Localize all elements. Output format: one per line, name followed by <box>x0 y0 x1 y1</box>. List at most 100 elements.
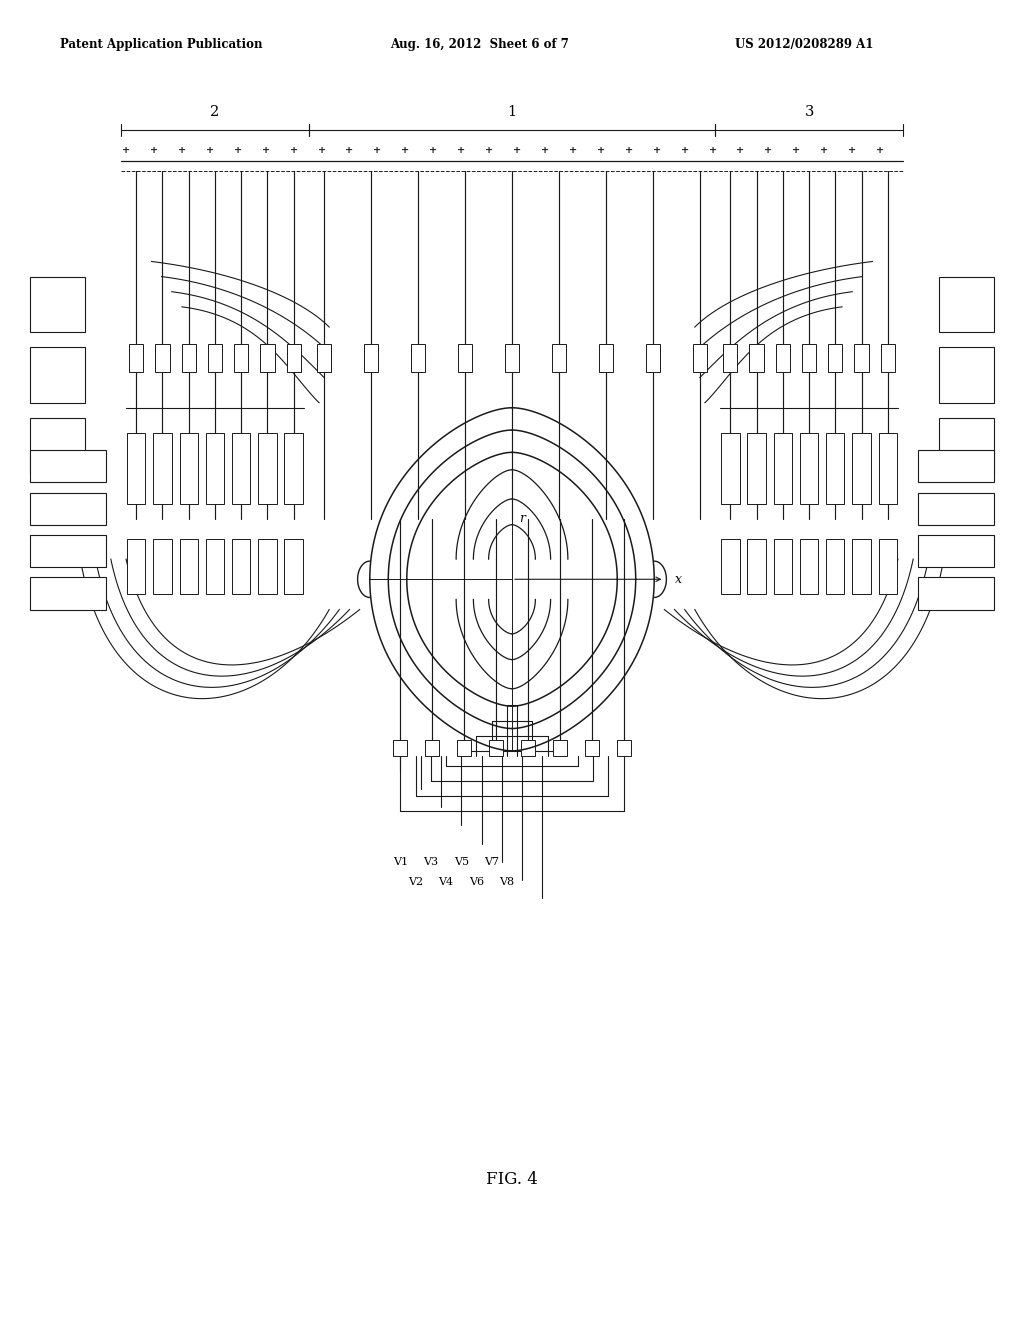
Text: +: + <box>848 147 856 154</box>
Text: +: + <box>317 147 326 154</box>
Bar <box>774 433 792 504</box>
Bar <box>616 739 631 756</box>
Bar <box>411 345 425 372</box>
Text: +: + <box>122 147 130 154</box>
Text: +: + <box>457 147 465 154</box>
Bar <box>393 739 408 756</box>
Text: +: + <box>793 147 801 154</box>
Bar <box>258 539 276 594</box>
Bar <box>30 347 85 403</box>
Bar <box>30 418 85 474</box>
Text: V3: V3 <box>423 857 438 867</box>
Bar <box>774 539 792 594</box>
Bar <box>488 739 503 756</box>
Text: V5: V5 <box>454 857 469 867</box>
Bar <box>505 345 519 372</box>
Text: US 2012/0208289 A1: US 2012/0208289 A1 <box>735 38 873 51</box>
Text: +: + <box>709 147 717 154</box>
Bar <box>457 739 471 756</box>
Bar <box>854 345 868 372</box>
Bar <box>234 345 248 372</box>
Text: +: + <box>597 147 605 154</box>
Bar <box>919 492 994 525</box>
Bar <box>826 433 845 504</box>
Bar <box>156 345 170 372</box>
Text: +: + <box>429 147 437 154</box>
Bar <box>552 345 566 372</box>
Bar <box>693 345 707 372</box>
Bar <box>879 539 897 594</box>
Bar <box>154 539 172 594</box>
Text: V7: V7 <box>484 857 499 867</box>
Bar <box>881 345 895 372</box>
Text: +: + <box>401 147 410 154</box>
Bar <box>206 539 224 594</box>
Bar <box>585 739 599 756</box>
Bar <box>919 577 994 610</box>
Bar <box>208 345 222 372</box>
Bar <box>129 345 143 372</box>
Text: +: + <box>569 147 577 154</box>
Bar <box>206 433 224 504</box>
Text: +: + <box>262 147 269 154</box>
Text: +: + <box>877 147 885 154</box>
Text: +: + <box>178 147 186 154</box>
Bar <box>800 539 818 594</box>
Bar <box>285 539 303 594</box>
Bar <box>748 539 766 594</box>
Bar <box>260 345 274 372</box>
Text: 2: 2 <box>210 106 219 119</box>
Bar <box>127 539 145 594</box>
Text: Patent Application Publication: Patent Application Publication <box>60 38 262 51</box>
Bar <box>800 433 818 504</box>
Bar <box>425 739 439 756</box>
Text: +: + <box>736 147 744 154</box>
Bar <box>852 539 870 594</box>
Bar <box>879 433 897 504</box>
Bar <box>287 345 301 372</box>
Bar <box>919 450 994 482</box>
Text: +: + <box>764 147 772 154</box>
Text: V8: V8 <box>500 876 514 887</box>
Bar <box>939 277 994 333</box>
Bar <box>232 539 250 594</box>
Text: +: + <box>374 147 382 154</box>
Bar <box>802 345 816 372</box>
Bar <box>828 345 843 372</box>
Bar <box>458 345 472 372</box>
Text: +: + <box>652 147 660 154</box>
Bar <box>939 418 994 474</box>
Text: V6: V6 <box>469 876 484 887</box>
Bar <box>179 539 198 594</box>
Bar <box>30 577 105 610</box>
Bar <box>30 535 105 568</box>
Bar <box>919 535 994 568</box>
Bar <box>258 433 276 504</box>
Bar <box>364 345 378 372</box>
Bar <box>181 345 196 372</box>
Bar <box>750 345 764 372</box>
Bar <box>826 539 845 594</box>
Text: +: + <box>625 147 633 154</box>
Bar <box>232 433 250 504</box>
Text: +: + <box>290 147 298 154</box>
Text: +: + <box>820 147 828 154</box>
Text: V2: V2 <box>408 876 423 887</box>
Text: V1: V1 <box>393 857 408 867</box>
Text: +: + <box>485 147 494 154</box>
Text: +: + <box>150 147 158 154</box>
Text: 1: 1 <box>508 106 516 119</box>
Bar <box>521 739 536 756</box>
Text: V4: V4 <box>438 876 454 887</box>
Bar <box>721 433 739 504</box>
Bar <box>721 539 739 594</box>
Bar <box>776 345 790 372</box>
Text: r: r <box>519 512 525 525</box>
Text: +: + <box>233 147 242 154</box>
Bar <box>285 433 303 504</box>
Bar <box>748 433 766 504</box>
Text: +: + <box>513 147 521 154</box>
Text: FIG. 4: FIG. 4 <box>486 1171 538 1188</box>
Bar <box>553 739 567 756</box>
Text: +: + <box>345 147 353 154</box>
